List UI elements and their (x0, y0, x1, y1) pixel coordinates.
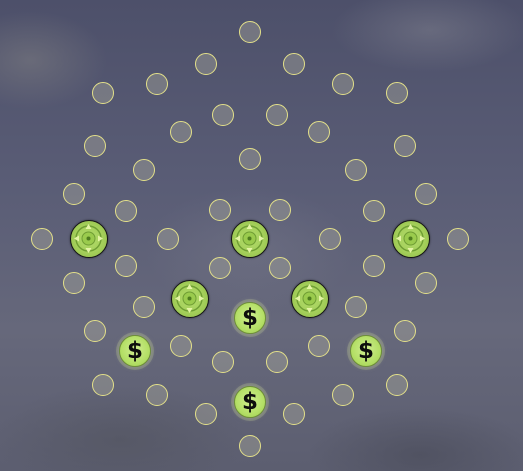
empty-spot[interactable] (447, 228, 469, 250)
dollar-coin-icon[interactable]: $ (119, 335, 151, 367)
empty-spot[interactable] (363, 200, 385, 222)
empty-spot[interactable] (386, 82, 408, 104)
empty-spot[interactable] (266, 351, 288, 373)
empty-spot[interactable] (283, 403, 305, 425)
crosshair-target-icon[interactable] (70, 220, 108, 258)
empty-spot[interactable] (345, 296, 367, 318)
empty-spot[interactable] (92, 374, 114, 396)
empty-spot[interactable] (212, 351, 234, 373)
empty-spot[interactable] (195, 53, 217, 75)
coin-symbol: $ (357, 338, 374, 364)
empty-spot[interactable] (115, 255, 137, 277)
crosshair-target-icon[interactable] (231, 220, 269, 258)
empty-spot[interactable] (170, 335, 192, 357)
coin-symbol: $ (241, 389, 258, 415)
empty-spot[interactable] (133, 159, 155, 181)
dollar-coin-icon[interactable]: $ (234, 302, 266, 334)
empty-spot[interactable] (209, 199, 231, 221)
empty-spot[interactable] (84, 320, 106, 342)
empty-spot[interactable] (31, 228, 53, 250)
empty-spot[interactable] (283, 53, 305, 75)
empty-spot[interactable] (146, 384, 168, 406)
crosshair-target-icon[interactable] (392, 220, 430, 258)
empty-spot[interactable] (319, 228, 341, 250)
empty-spot[interactable] (308, 121, 330, 143)
empty-spot[interactable] (212, 104, 234, 126)
empty-spot[interactable] (386, 374, 408, 396)
empty-spot[interactable] (394, 320, 416, 342)
empty-spot[interactable] (84, 135, 106, 157)
empty-spot[interactable] (269, 199, 291, 221)
empty-spot[interactable] (92, 82, 114, 104)
coin-symbol: $ (126, 338, 143, 364)
crosshair-target-icon[interactable] (291, 280, 329, 318)
empty-spot[interactable] (115, 200, 137, 222)
empty-spot[interactable] (415, 183, 437, 205)
empty-spot[interactable] (345, 159, 367, 181)
empty-spot[interactable] (394, 135, 416, 157)
empty-spot[interactable] (63, 183, 85, 205)
dollar-coin-icon[interactable]: $ (350, 335, 382, 367)
empty-spot[interactable] (239, 148, 261, 170)
empty-spot[interactable] (239, 21, 261, 43)
empty-spot[interactable] (239, 435, 261, 457)
empty-spot[interactable] (133, 296, 155, 318)
empty-spot[interactable] (308, 335, 330, 357)
crosshair-target-icon[interactable] (171, 280, 209, 318)
coin-symbol: $ (241, 305, 258, 331)
empty-spot[interactable] (209, 257, 231, 279)
empty-spot[interactable] (195, 403, 217, 425)
empty-spot[interactable] (146, 73, 168, 95)
empty-spot[interactable] (415, 272, 437, 294)
empty-spot[interactable] (332, 73, 354, 95)
empty-spot[interactable] (269, 257, 291, 279)
empty-spot[interactable] (170, 121, 192, 143)
empty-spot[interactable] (363, 255, 385, 277)
empty-spot[interactable] (266, 104, 288, 126)
empty-spot[interactable] (63, 272, 85, 294)
empty-spot[interactable] (332, 384, 354, 406)
empty-spot[interactable] (157, 228, 179, 250)
dollar-coin-icon[interactable]: $ (234, 386, 266, 418)
